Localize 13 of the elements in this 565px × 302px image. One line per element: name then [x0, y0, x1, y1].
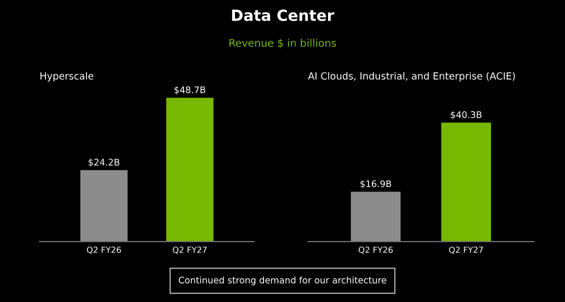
text: Continued strong demand for our architecture [178, 276, 386, 286]
data-label: $16.9B [360, 180, 392, 188]
chart-title: AI Clouds, Industrial, and Enterprise (ACIE) [308, 72, 515, 82]
chart-title: Hyperscale [40, 72, 94, 82]
x-tick-label: Q2 FY26 [86, 246, 121, 254]
x-tick-label: Q2 FY27 [449, 246, 483, 254]
x-tick-label: Q2 FY27 [172, 246, 207, 254]
x-tick-label: Q2 FY26 [358, 246, 393, 254]
data-label: $40.3B [450, 111, 482, 120]
data-label: $24.2B [88, 158, 120, 167]
text: Revenue $ in billions [230, 38, 336, 48]
text: Data Center [232, 9, 334, 22]
data-label: $48.7B [174, 86, 206, 94]
